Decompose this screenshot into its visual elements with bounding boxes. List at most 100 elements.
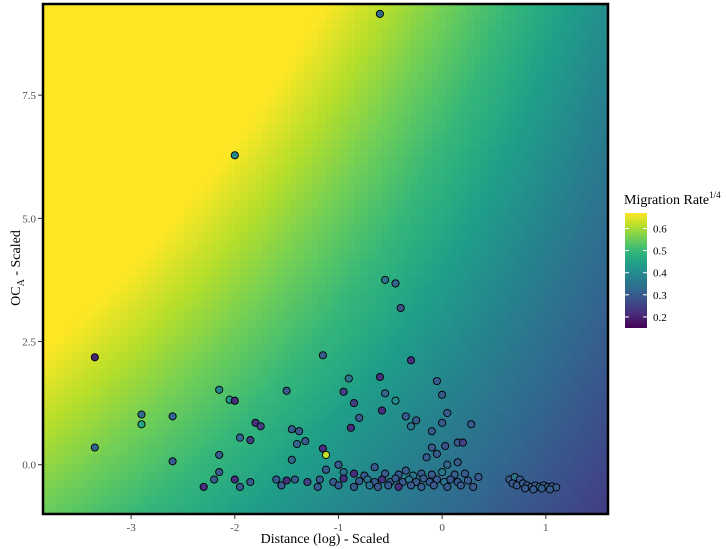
heatmap-cell [516,386,524,396]
heatmap-cell [247,12,256,22]
heatmap-cell [318,29,327,39]
heatmap-cell [374,361,383,371]
heatmap-cell [459,72,468,82]
heatmap-cell [219,46,228,56]
heatmap-cell [276,29,284,39]
heatmap-cell [530,378,538,388]
heatmap-cell [191,114,199,124]
heatmap-cell [487,55,496,65]
heatmap-cell [311,310,320,320]
heatmap-cell [261,182,270,192]
heatmap-cell [297,259,305,269]
heatmap-cell [85,250,94,260]
heatmap-cell [495,412,503,422]
heatmap-cell [459,29,468,39]
data-point [412,416,421,425]
heatmap-cell [261,446,270,456]
heatmap-cell [156,395,164,405]
heatmap-cell [120,386,129,396]
heatmap-cell [170,157,178,167]
heatmap-cell [579,497,588,507]
heatmap-cell [191,361,199,371]
heatmap-cell [473,437,482,447]
heatmap-cell [346,72,355,82]
heatmap-cell [466,29,475,39]
heatmap-cell [480,89,489,99]
heatmap-cell [445,276,454,286]
heatmap-cell [459,225,468,235]
heatmap-cell [431,29,440,39]
heatmap-cell [57,123,65,133]
heatmap-cell [205,38,214,48]
heatmap-cell [134,301,143,311]
heatmap-cell [78,497,86,507]
heatmap-cell [99,352,108,362]
heatmap-cell [92,131,101,141]
heatmap-cell [382,463,390,473]
heatmap-cell [353,369,362,379]
heatmap-cell [212,335,221,345]
heatmap-cell [212,21,221,31]
heatmap-cell [382,395,390,405]
heatmap-cell [64,12,72,22]
heatmap-cell [191,29,199,39]
heatmap-cell [184,242,192,252]
heatmap-cell [247,505,256,515]
heatmap-cell [240,80,249,90]
heatmap-cell [459,327,468,337]
heatmap-cell [480,318,489,328]
data-point [432,376,441,386]
heatmap-cell [297,335,305,345]
heatmap-cell [325,318,334,328]
heatmap-cell [353,46,362,56]
heatmap-cell [374,233,383,243]
heatmap-cell [113,225,122,235]
heatmap-cell [459,38,468,48]
heatmap-cell [113,208,122,218]
heatmap-cell [297,301,305,311]
data-point [384,481,393,490]
heatmap-cell [141,412,150,422]
heatmap-cell [198,55,207,65]
heatmap-cell [304,148,312,158]
heatmap-cell [339,301,348,311]
heatmap-cell [530,429,538,439]
heatmap-cell [353,157,362,167]
heatmap-cell [148,106,157,116]
heatmap-cell [424,293,433,303]
heatmap-cell [163,497,171,507]
heatmap-cell [466,344,475,354]
heatmap-cell [177,369,185,379]
heatmap-cell [311,369,320,379]
heatmap-cell [290,344,298,354]
heatmap-cell [134,344,143,354]
heatmap-cell [523,276,531,286]
x-tick-label: -3 [127,522,137,534]
heatmap-cell [170,114,178,124]
heatmap-cell [184,148,192,158]
heatmap-cell [198,437,207,447]
heatmap-cell [530,267,538,277]
heatmap-cell [396,123,404,133]
heatmap-cell [240,21,249,31]
heatmap-cell [382,488,390,498]
heatmap-cell [551,148,560,158]
heatmap-cell [170,352,178,362]
heatmap-cell [120,259,129,269]
heatmap-cell [480,403,489,413]
heatmap-cell [57,208,65,218]
heatmap-cell [290,395,298,405]
heatmap-cell [325,471,334,481]
heatmap-cell [134,89,143,99]
heatmap-cell [502,12,510,22]
heatmap-cell [134,106,143,116]
heatmap-cell [148,182,157,192]
heatmap-cell [163,395,171,405]
heatmap-cell [487,446,496,456]
heatmap-cell [106,386,115,396]
heatmap-cell [50,225,58,235]
heatmap-cell [367,157,376,167]
heatmap-cell [353,174,362,184]
heatmap-cell [459,242,468,252]
